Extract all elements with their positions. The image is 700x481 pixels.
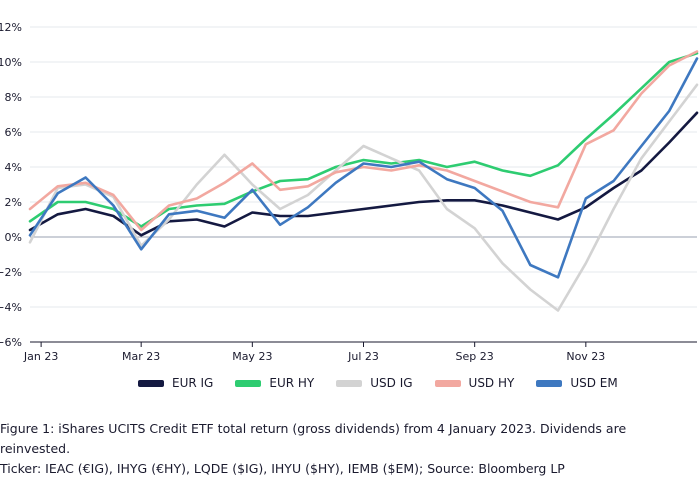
y-tick-label: 10% — [0, 56, 22, 69]
legend-item-usd-em: USD EM — [536, 376, 618, 390]
y-tick-label: 2% — [5, 196, 22, 209]
series-line-eur-ig — [28, 111, 699, 237]
legend-label-eur-ig: EUR IG — [172, 376, 214, 390]
x-tick-label: Jul 23 — [347, 350, 379, 363]
series-line-eur-hy — [28, 51, 699, 228]
x-tick-label: Nov 23 — [566, 350, 605, 363]
y-tick-label: 0% — [5, 231, 22, 244]
legend-label-usd-em: USD EM — [570, 376, 618, 390]
caption-line-2: Ticker: IEAC (€IG), IHYG (€HY), LQDE ($I… — [0, 461, 565, 476]
y-tick-label: −4% — [0, 301, 22, 314]
y-tick-label: 6% — [5, 126, 22, 139]
legend-swatch-eur-ig — [138, 379, 164, 387]
legend-swatch-eur-hy — [235, 379, 262, 387]
x-axis-ticks: Jan 23 Mar 23 May 23 Jul 23 Sep 23 Nov 23 — [23, 341, 697, 363]
x-tick-label: Jan 23 — [23, 350, 58, 363]
x-tick-label: Mar 23 — [122, 350, 160, 363]
legend-label-usd-ig: USD IG — [370, 376, 413, 390]
series-line-usd-hy — [28, 50, 699, 232]
y-tick-label: −6% — [0, 336, 22, 349]
legend-item-eur-hy: EUR HY — [235, 376, 314, 390]
y-tick-label: 4% — [5, 161, 22, 174]
legend-item-usd-hy: USD HY — [434, 376, 515, 390]
caption-line-1: Figure 1: iShares UCITS Credit ETF total… — [0, 421, 627, 456]
line-chart: 12% 10% 8% 6% 4% 2% 0% −2% −4% −6% Jan 23 Mar 23 Ma… — [0, 21, 699, 363]
legend-label-eur-hy: EUR HY — [269, 376, 315, 390]
figure-caption: Figure 1: iShares UCITS Credit ETF total… — [0, 419, 696, 479]
y-tick-label: 8% — [5, 91, 22, 104]
y-axis-ticks: 12% 10% 8% 6% 4% 2% 0% −2% −4% −6% — [0, 21, 22, 349]
series-line-usd-ig — [28, 83, 699, 312]
chart-legend: EUR IG EUR HY USD IG USD HY USD EM — [138, 376, 640, 390]
legend-swatch-usd-em — [536, 379, 563, 387]
legend-swatch-usd-hy — [434, 379, 461, 387]
x-tick-label: Sep 23 — [456, 350, 494, 363]
legend-label-usd-hy: USD HY — [468, 376, 515, 390]
y-tick-label: −2% — [0, 266, 22, 279]
series-lines — [28, 50, 699, 312]
legend-item-usd-ig: USD IG — [336, 376, 413, 390]
y-tick-label: 12% — [0, 21, 22, 34]
x-tick-label: May 23 — [232, 350, 272, 363]
gridlines — [30, 26, 697, 343]
series-line-usd-em — [28, 57, 699, 279]
legend-item-eur-ig: EUR IG — [138, 376, 213, 390]
legend-swatch-usd-ig — [336, 379, 363, 387]
